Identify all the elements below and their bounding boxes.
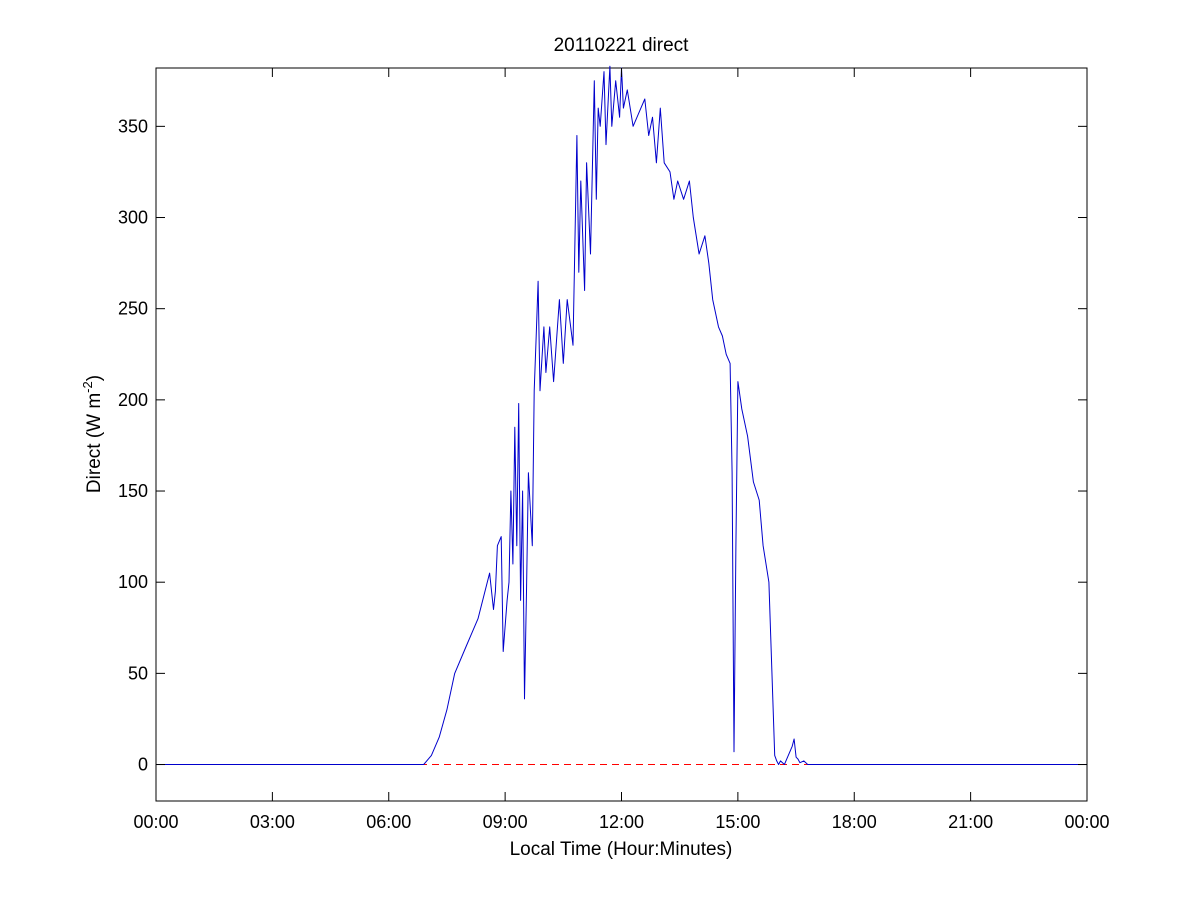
x-tick-label: 12:00 [599, 812, 644, 832]
y-axis-label: Direct (W m-2) [80, 375, 105, 493]
series-layer [156, 65, 1087, 765]
y-tick-label: 350 [118, 116, 148, 136]
y-tick-label: 300 [118, 208, 148, 228]
x-tick-label: 18:00 [832, 812, 877, 832]
y-tick-label: 0 [138, 755, 148, 775]
x-tick-label: 09:00 [483, 812, 528, 832]
y-axis-label-sup: -2 [80, 381, 95, 393]
x-tick-label: 00:00 [133, 812, 178, 832]
x-axis-label: Local Time (Hour:Minutes) [510, 839, 733, 860]
direct-irradiance-line [156, 65, 1087, 765]
y-tick-label: 150 [118, 481, 148, 501]
plot-area [155, 67, 1088, 802]
y-tick-label: 100 [118, 572, 148, 592]
x-tick-label: 15:00 [715, 812, 760, 832]
y-tick-label: 50 [128, 663, 148, 683]
y-axis-label-close: ) [84, 375, 105, 381]
x-tick-label: 03:00 [250, 812, 295, 832]
y-tick-label: 200 [118, 390, 148, 410]
x-tick-label: 00:00 [1064, 812, 1109, 832]
y-axis-label-main: Direct (W m [84, 393, 105, 493]
chart-title: 20110221 direct [554, 35, 690, 56]
tick-layer: 00:00 03:00 06:00 09:00 12:00 15:00 18:00 21:00… [118, 68, 1110, 832]
x-tick-label: 06:00 [366, 812, 411, 832]
x-tick-label: 21:00 [948, 812, 993, 832]
y-tick-label: 250 [118, 299, 148, 319]
